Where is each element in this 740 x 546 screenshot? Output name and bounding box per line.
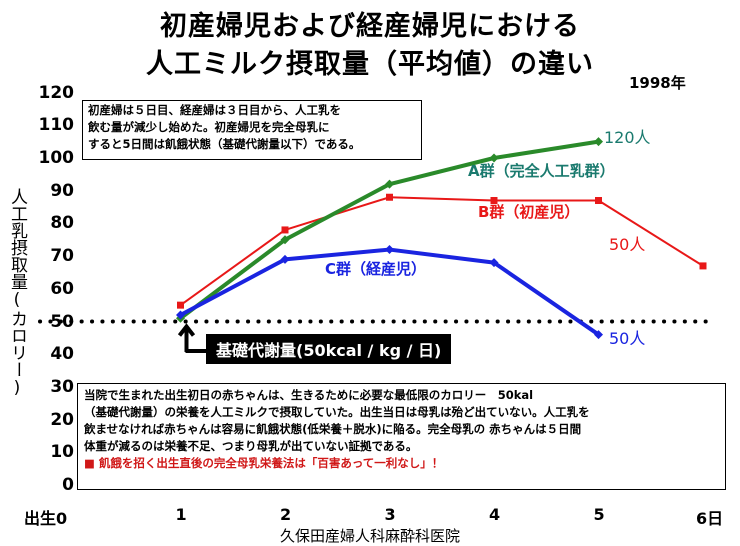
data-point-a: [280, 235, 290, 245]
series-c-count: 50人: [609, 329, 646, 348]
data-point-a: [489, 153, 499, 163]
data-point-b: [490, 197, 498, 205]
top-note-line: 初産婦は５日目、経産婦は３日目から、人工乳を: [88, 103, 341, 117]
y-tick-label: 20: [50, 409, 74, 430]
chart-title-line1: 初産婦児および経産婦児における: [160, 11, 580, 42]
series-line-b: [179, 196, 704, 306]
bottom-note-line: 体重が減るのは栄養不足、つまり母乳が出ていない証拠である。: [84, 439, 418, 453]
data-point-c: [385, 245, 394, 255]
x-tick-label: 6日: [696, 509, 724, 528]
year-label: 1998年: [629, 74, 686, 92]
data-point-a: [385, 179, 394, 189]
top-note-line: すると5日間は飢餓状態（基礎代謝量以下）である。: [88, 137, 361, 151]
y-tick-label: 50: [50, 311, 74, 332]
series-c-label: C群（経産児）: [325, 260, 427, 278]
series-a-count: 120人: [604, 128, 651, 147]
x-tick-label: 4: [489, 505, 501, 524]
data-point-b: [386, 193, 393, 201]
top-note-line: 飲む量が減少し始めた。初産婦児を完全母乳に: [88, 120, 330, 134]
x-tick-label: 出生0: [24, 509, 68, 528]
y-tick-label: 100: [38, 148, 75, 168]
x-tick-label: 5: [593, 505, 605, 524]
data-point-b: [177, 301, 184, 309]
y-tick-label: 70: [50, 246, 74, 267]
source-credit: 久保田産婦人科麻酔科医院: [279, 527, 460, 545]
bmr-reference-label: 基礎代謝量(50kcal / kg / 日): [206, 334, 452, 364]
y-tick-label: 60: [50, 278, 74, 299]
bottom-note-line: 飲ませなければ赤ちゃんは容易に飢餓状態(低栄養＋脱水)に陥る。完全母乳の 赤ちゃ…: [84, 422, 582, 436]
x-tick-label: 1: [175, 505, 187, 524]
series-b-count: 50人: [609, 235, 646, 254]
y-tick-label: 110: [38, 115, 75, 136]
data-point-b: [281, 226, 289, 234]
x-tick-label: 3: [384, 505, 396, 524]
y-axis-label: 人工乳摂取量(カロリー): [7, 188, 27, 398]
bottom-note-line: （基礎代謝量）の栄養を人工ミルクで摂取していた。出生当日は母乳は殆ど出ていない。…: [84, 405, 590, 419]
data-point-b: [595, 197, 602, 205]
y-tick-label: 80: [50, 213, 74, 234]
data-point-b: [699, 262, 707, 270]
y-tick-label: 90: [50, 180, 74, 201]
data-point-a: [594, 137, 603, 147]
series-b-label: B群（初産児）: [478, 203, 580, 221]
chart-title-line2: 人工ミルク摂取量（平均値）の違い: [146, 49, 594, 80]
series-a-label: A群（完全人工乳群）: [468, 162, 615, 180]
data-point-c: [280, 254, 290, 264]
data-point-c: [594, 330, 603, 340]
bottom-annotation-box: 当院で生まれた出生初日の赤ちゃんは、生きるために必要な最低限のカロリー 50ka…: [77, 383, 726, 490]
x-tick-label: 2: [280, 505, 292, 524]
y-tick-label: 30: [50, 376, 74, 397]
data-point-c: [489, 258, 499, 268]
bottom-warning-line: ■ 飢餓を招く出生直後の完全母乳栄養法は「百害あって一利なし」！: [84, 456, 444, 470]
bottom-note-line: 当院で生まれた出生初日の赤ちゃんは、生きるために必要な最低限のカロリー 50ka…: [84, 388, 534, 402]
y-tick-label: 10: [50, 442, 74, 463]
y-tick-label: 0: [62, 475, 74, 495]
y-tick-label: 120: [38, 82, 75, 103]
top-annotation-box: 初産婦は５日目、経産婦は３日目から、人工乳を 飲む量が減少し始めた。初産婦児を完…: [82, 100, 422, 160]
data-point-c: [176, 310, 185, 320]
bmr-arrow-head: [177, 323, 196, 337]
y-tick-label: 40: [50, 344, 74, 365]
